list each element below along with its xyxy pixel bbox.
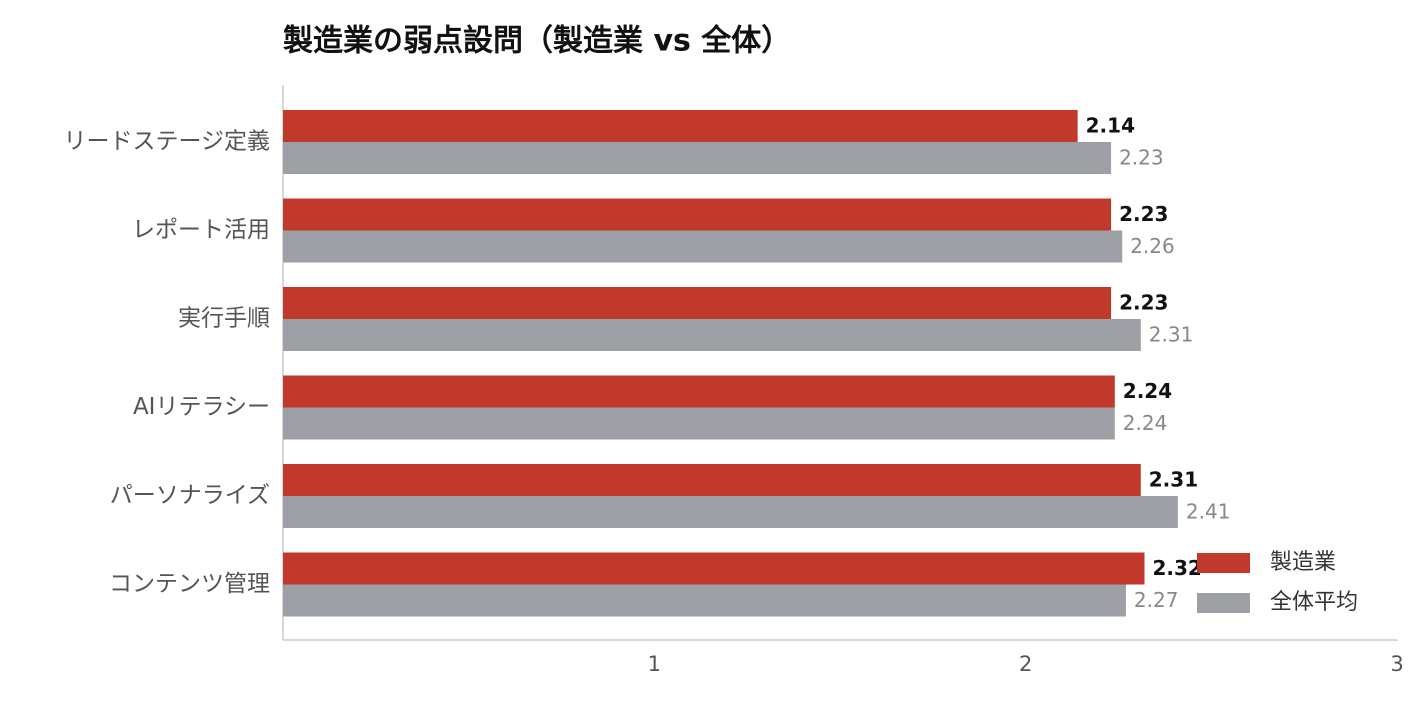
data-label: 2.23 [1119,146,1164,170]
chart-title: 製造業の弱点設問（製造業 vs 全体） [283,24,791,59]
data-label: 2.32 [1152,556,1201,580]
bar [283,198,1112,231]
data-label: 2.27 [1134,588,1179,612]
bar [283,552,1145,585]
data-label: 2.41 [1186,500,1231,524]
legend-label: 全体平均 [1270,590,1358,615]
y-tick-label: レポート活用 [132,217,270,243]
x-tick-label: 2 [1019,652,1032,676]
bar [283,287,1112,319]
x-tick-label: 1 [648,652,661,676]
bar [283,142,1112,174]
y-tick-label: AIリテラシー [133,394,270,420]
data-label: 2.24 [1123,411,1168,435]
data-label: 2.31 [1149,323,1194,347]
bar [283,496,1178,528]
bar [283,464,1141,496]
y-tick-label: パーソナライズ [110,483,270,509]
data-label: 2.23 [1119,202,1168,226]
y-tick-label: コンテンツ管理 [109,571,270,597]
data-label: 2.23 [1119,291,1168,315]
y-tick-label: リードステージ定義 [63,129,270,155]
bar [283,230,1123,263]
data-label: 2.24 [1123,379,1172,403]
legend-swatch [1197,593,1250,613]
legend-label: 製造業 [1270,550,1336,575]
bar [283,319,1141,351]
data-label: 2.14 [1086,114,1135,138]
bar [283,407,1115,440]
data-label: 2.26 [1130,234,1175,258]
bar [283,584,1126,617]
data-label: 2.31 [1149,468,1198,492]
bar [283,375,1115,408]
x-tick-label: 3 [1390,652,1403,676]
bar [283,110,1078,142]
legend-swatch [1197,553,1250,573]
y-tick-label: 実行手順 [178,306,270,332]
